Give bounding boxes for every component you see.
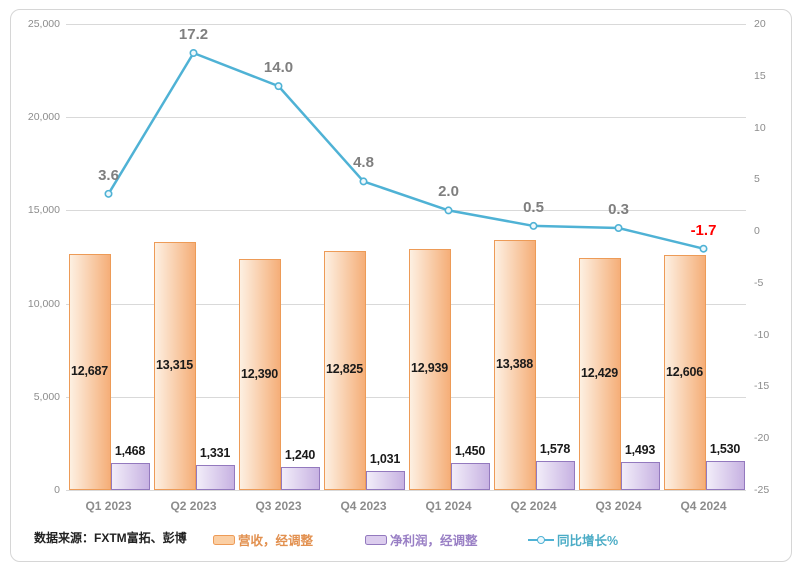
line-marker [104, 189, 113, 198]
profit-bar-label: 1,240 [284, 447, 316, 462]
left-axis-tick: 5,000 [33, 390, 60, 403]
revenue-bar [323, 250, 366, 490]
line-marker [699, 244, 708, 253]
profit-bar [535, 460, 575, 490]
legend-item-profit: 净利润，经调整 [365, 530, 478, 549]
gridline [66, 117, 746, 119]
right-axis-tick: 0 [754, 225, 760, 238]
revenue-bar [408, 248, 451, 490]
right-axis-tick: -10 [754, 328, 770, 341]
revenue-bar-label: 13,315 [155, 357, 194, 372]
revenue-bar-label: 13,388 [495, 357, 534, 372]
revenue-bar [663, 255, 706, 490]
gridline [66, 24, 746, 25]
x-axis-label: Q4 2023 [340, 499, 387, 513]
profit-bar [195, 465, 235, 490]
line-marker [444, 206, 453, 215]
legend-label-revenue: 营收，经调整 [238, 534, 314, 548]
legend-item-growth: 同比增长% [528, 530, 618, 549]
x-axis-label: Q3 2023 [255, 499, 302, 513]
revenue-bar [153, 241, 196, 490]
x-axis-label: Q2 2024 [510, 499, 557, 513]
source-note: 数据来源：FXTM富拓、彭博 [34, 531, 187, 545]
revenue-bar [68, 253, 111, 490]
profit-bar [450, 462, 490, 490]
x-axis-label: Q1 2023 [85, 499, 132, 513]
revenue-bar-label: 12,825 [325, 362, 364, 377]
right-axis-tick: 5 [754, 173, 760, 186]
revenue-bar [493, 240, 536, 490]
gridline [66, 303, 746, 305]
right-axis-tick: -25 [754, 484, 770, 496]
x-axis-label: Q3 2024 [595, 499, 642, 513]
profit-bar [620, 462, 660, 490]
profit-bar-label: 1,031 [369, 451, 401, 466]
line-series-icon [528, 534, 554, 546]
x-axis-label: Q1 2024 [425, 499, 472, 513]
line-marker [189, 48, 198, 57]
line-marker [529, 221, 538, 230]
x-axis-label: Q2 2023 [170, 499, 217, 513]
revenue-bar [238, 259, 281, 490]
left-axis-tick: 10,000 [27, 297, 60, 310]
profit-bar [110, 462, 150, 490]
growth-data-label: 0.5 [523, 198, 544, 216]
right-axis-tick: 20 [754, 18, 766, 30]
profit-bar [705, 461, 745, 490]
revenue-bar-label: 12,939 [410, 361, 449, 376]
profit-swatch [365, 534, 387, 545]
profit-bar-label: 1,530 [709, 442, 741, 457]
revenue-bar-label: 12,429 [580, 366, 619, 381]
gridline [66, 490, 746, 491]
left-axis-tick: 15,000 [27, 204, 60, 217]
profit-bar-label: 1,578 [539, 441, 571, 456]
profit-bar-label: 1,493 [624, 443, 656, 458]
legend-item-revenue: 营收，经调整 [213, 530, 313, 549]
revenue-swatch [213, 534, 235, 545]
x-axis-label: Q4 2024 [680, 499, 727, 513]
left-axis-tick: 20,000 [27, 111, 60, 124]
growth-data-label: 3.6 [98, 166, 119, 184]
right-axis-tick: 15 [754, 69, 766, 82]
gridline [66, 396, 746, 398]
profit-bar [365, 470, 405, 490]
profit-bar-label: 1,450 [454, 443, 486, 458]
right-axis-tick: -5 [754, 276, 764, 289]
revenue-bar-label: 12,390 [240, 366, 279, 381]
growth-data-label: 4.8 [353, 154, 374, 172]
growth-data-label: -1.7 [690, 221, 717, 239]
legend-label-profit: 净利润，经调整 [390, 534, 478, 548]
left-axis-tick: 0 [54, 484, 60, 496]
right-axis-tick: -20 [754, 432, 770, 445]
left-axis-tick: 25,000 [27, 18, 60, 30]
profit-bar-label: 1,331 [199, 446, 231, 461]
line-marker [614, 224, 623, 233]
profit-bar [280, 466, 320, 490]
revenue-bar [578, 258, 621, 490]
legend-label-growth: 同比增长% [557, 534, 619, 548]
line-marker [359, 177, 368, 186]
right-axis-tick: 10 [754, 121, 766, 134]
revenue-bar-label: 12,606 [665, 364, 704, 379]
growth-data-label: 2.0 [438, 183, 459, 201]
gridline [66, 210, 746, 212]
profit-bar-label: 1,468 [114, 443, 146, 458]
revenue-bar-label: 12,687 [70, 363, 109, 378]
growth-line-path [107, 51, 704, 250]
line-marker [274, 82, 283, 91]
growth-data-label: 17.2 [178, 25, 209, 43]
growth-data-label: 14.0 [263, 59, 294, 77]
growth-data-label: 0.3 [608, 201, 629, 218]
right-axis-tick: -15 [754, 380, 770, 393]
